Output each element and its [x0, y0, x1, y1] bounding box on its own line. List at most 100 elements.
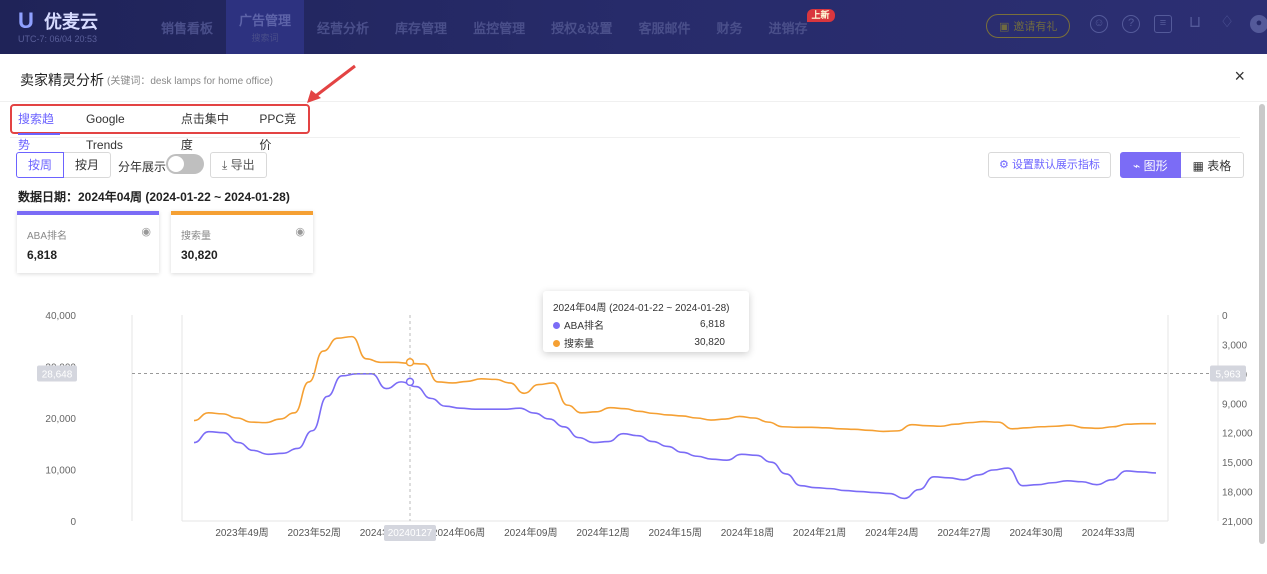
nav-item-label: 监控管理: [473, 20, 526, 36]
metric-color-bar: [171, 211, 313, 215]
crosshair-x-label: 20240127: [388, 528, 433, 539]
series-line-search-volume: [193, 335, 1156, 433]
x-tick-label: 2024年27周: [937, 526, 990, 539]
nav-item[interactable]: 库存管理: [382, 0, 460, 54]
tabs-divider: [10, 137, 1240, 138]
period-switch: 按周 按月: [16, 152, 112, 178]
set-default-label: 设置默认展示指标: [1011, 159, 1100, 171]
x-tick-label: 2024年09周: [504, 526, 557, 539]
tab-ppc-bid[interactable]: PPC竞价: [259, 112, 297, 152]
top-navigation: U 优麦云 UTC-7: 06/04 20:53 销售看板 广告管理 搜索词 经营分析…: [0, 0, 1267, 54]
brand-logo-icon: U: [18, 8, 34, 33]
metric-label: 搜索量: [181, 231, 211, 242]
line-chart-icon: ⌁: [1133, 159, 1141, 173]
right-tick-label: 21,000: [1222, 517, 1253, 528]
nav-item[interactable]: 广告管理 搜索词: [226, 0, 305, 54]
export-button[interactable]: ⤓ 导出: [210, 152, 267, 178]
nav-item-label: 客服邮件: [638, 20, 691, 36]
modal-keyword: (关键词：desk lamps for home office): [107, 76, 273, 87]
crosshair-right-box: [1210, 365, 1246, 382]
x-tick-label: 2024年33周: [1082, 526, 1135, 539]
graph-label: 图形: [1143, 159, 1168, 173]
right-tick-label: 9,000: [1222, 399, 1247, 410]
x-tick-label: 2024年21周: [793, 526, 846, 539]
set-default-metrics-button[interactable]: ⚙ 设置默认展示指标: [988, 152, 1111, 178]
support-icon[interactable]: ☺: [1090, 15, 1108, 33]
metric-card-aba-rank[interactable]: ABA排名 ◉ 6,818: [17, 211, 159, 273]
brand-name: 优麦云: [44, 12, 98, 32]
x-tick-label: 2024年15周: [649, 526, 702, 539]
metric-value: 30,820: [181, 248, 218, 262]
message-icon[interactable]: ≡: [1154, 15, 1172, 33]
nav-item-label: 经营分析: [317, 20, 370, 36]
cart-icon[interactable]: ⊔: [1188, 14, 1202, 31]
right-tick-label: 0: [1222, 311, 1228, 322]
nav-item[interactable]: 进销存 上新: [756, 0, 835, 54]
bell-icon[interactable]: ♢: [1219, 14, 1235, 31]
metric-card-search-volume[interactable]: 搜索量 ◉ 30,820: [171, 211, 313, 273]
close-icon[interactable]: ×: [1234, 66, 1245, 86]
help-icon[interactable]: ?: [1122, 15, 1140, 33]
x-tick-label: 2023年52周: [288, 526, 341, 539]
left-tick-label: 10,000: [45, 466, 76, 477]
tab-search-trend[interactable]: 搜索趋势: [12, 106, 66, 152]
scrollbar[interactable]: [1259, 104, 1265, 544]
nav-item[interactable]: 财务: [703, 0, 755, 54]
nav-item-sub: 搜索词: [251, 33, 279, 43]
tab-bar: 搜索趋势 Google Trends 点击集中度 PPC竞价: [10, 104, 310, 152]
new-badge: 上新: [806, 9, 835, 22]
brand[interactable]: U 优麦云: [18, 8, 98, 34]
x-tick-label: 2024年30周: [1010, 526, 1063, 539]
invite-button[interactable]: ▣ 邀请有礼: [986, 14, 1071, 38]
left-tick-label: 20,000: [45, 414, 76, 425]
by-year-label: 分年展示: [118, 160, 167, 174]
tab-click-concentration[interactable]: 点击集中度: [180, 112, 229, 152]
eye-icon[interactable]: ◉: [141, 226, 151, 238]
nav-item[interactable]: 客服邮件: [625, 0, 703, 54]
by-month-button[interactable]: 按月: [64, 152, 112, 178]
nav-item-label: 广告管理: [239, 13, 292, 28]
metric-color-bar: [17, 211, 159, 215]
tab-google-trends[interactable]: Google Trends: [86, 112, 125, 152]
nav-item-label: 销售看板: [161, 20, 214, 36]
metric-label: ABA排名: [27, 231, 68, 242]
tooltip-series-name: 搜索量: [564, 339, 594, 350]
x-tick-label: 2023年49周: [215, 526, 268, 539]
nav-item[interactable]: 经营分析: [304, 0, 382, 54]
right-tick-label: 18,000: [1222, 488, 1253, 499]
settings-icon: ⚙: [999, 159, 1009, 171]
nav-item-label: 财务: [716, 20, 743, 36]
crosshair-left-label: 28,648: [42, 369, 73, 380]
tooltip-title: 2024年04周 (2024-01-22 ~ 2024-01-28): [553, 303, 730, 314]
table-view-button[interactable]: ▦ 表格: [1180, 152, 1245, 178]
graph-view-button[interactable]: ⌁ 图形: [1120, 152, 1181, 178]
eye-icon[interactable]: ◉: [295, 226, 305, 238]
tooltip-series-name: ABA排名: [564, 321, 605, 332]
left-tick-label: 40,000: [45, 311, 76, 322]
by-week-button[interactable]: 按周: [16, 152, 65, 178]
nav-item-label: 库存管理: [395, 20, 448, 36]
avatar[interactable]: ●: [1250, 15, 1267, 33]
right-tick-label: 15,000: [1222, 458, 1253, 469]
trend-chart: 40,00030,00020,00010,000003,0006,0009,00…: [37, 311, 1253, 541]
nav-item-label: 授权&设置: [551, 20, 613, 36]
nav-item[interactable]: 销售看板: [148, 0, 226, 54]
brand-time: UTC-7: 06/04 20:53: [18, 34, 98, 44]
modal-header: 卖家精灵分析 (关键词：desk lamps for home office) …: [0, 54, 1267, 102]
tooltip-row: ABA排名 6,818: [553, 317, 739, 332]
x-tick-label: 2024年24周: [865, 526, 918, 539]
nav-item[interactable]: 监控管理: [460, 0, 538, 54]
tooltip-series-value: 6,818: [699, 319, 725, 330]
annotation-arrow-icon: [307, 64, 356, 103]
data-date: 数据日期：2024年04周 (2024-01-22 ~ 2024-01-28): [18, 190, 290, 204]
view-switch: ⌁ 图形 ▦ 表格: [1120, 152, 1245, 178]
nav-item[interactable]: 授权&设置: [538, 0, 625, 54]
crosshair-x-box: [384, 525, 436, 541]
right-tick-label: 12,000: [1222, 429, 1253, 440]
hover-point-search-volume: [405, 358, 415, 367]
by-year-toggle[interactable]: [166, 154, 204, 174]
series-dot: [553, 322, 560, 329]
left-tick-label: 0: [70, 517, 76, 528]
modal-title: 卖家精灵分析: [20, 72, 104, 88]
x-tick-label: 2024年12周: [576, 526, 629, 539]
